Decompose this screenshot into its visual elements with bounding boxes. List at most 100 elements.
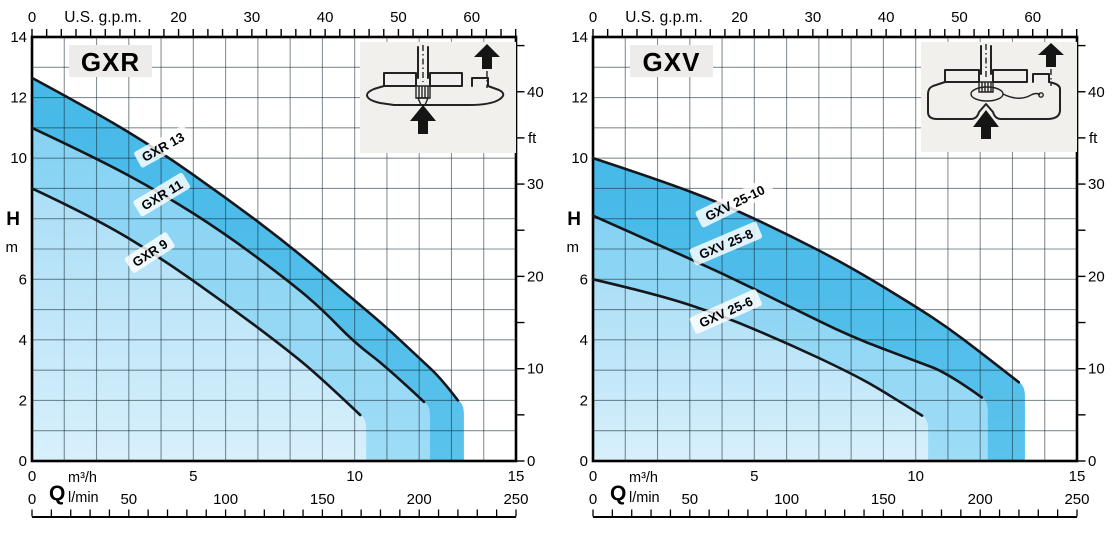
head-tick-label: 6 [580,271,588,288]
curve-gxv-25-8 [591,214,984,399]
head-tick-label: 12 [10,90,27,107]
head-tick-label: 0 [19,453,27,470]
head-axis-symbol: H [6,209,20,230]
flow-axis-symbol: Q [49,482,65,505]
head-tick-label: 12 [571,90,588,107]
head-axis-unit: m [567,239,580,256]
flow-lmin-tick-label: 150 [310,491,335,508]
pump-outlet-step [1032,73,1050,83]
gpm-tick-label: 30 [244,9,261,26]
flow-lmin-tick-label: 100 [213,491,238,508]
flow-lmin-tick-label: 0 [28,491,36,508]
flow-m3h-tick-label: 15 [508,468,525,485]
flow-lmin-tick-label: 100 [774,491,799,508]
flow-m3h-unit: m³/h [629,470,658,486]
pump-intake-cone [416,97,430,106]
discharge-flow-arrow-icon [1038,43,1064,67]
gpm-tick-label: 40 [317,9,334,26]
flow-m3h-unit: m³/h [68,470,97,486]
series-title: GXV [643,47,701,77]
flow-lmin-tick-label: 0 [589,491,597,508]
head-tick-label: 4 [19,332,27,349]
curve-gxv-25-6 [591,278,924,417]
suction-flow-arrow-icon [973,110,999,139]
inset-background [360,42,516,153]
head-tick-label: 4 [580,332,588,349]
flow-m3h-tick-label: 5 [750,468,758,485]
gpm-tick-label: 50 [951,9,968,26]
flow-m3h-tick-label: 0 [28,468,36,485]
curve-label-chip [689,289,762,334]
pump-impeller [978,81,994,93]
ft-tick-label: 0 [1088,453,1096,470]
curve-label-chip [695,177,775,228]
float-cable [1002,92,1041,99]
gpm-tick-label: 60 [463,9,480,26]
gpm-axis-title: U.S. g.p.m. [64,9,142,26]
curve-label-chip [134,125,192,168]
gpm-tick-label: 20 [170,9,187,26]
pump-horizontal-installation-icon [360,42,516,153]
plot-border [30,35,518,463]
pump-suction-pipe [980,45,992,75]
ft-tick-label: 20 [1088,268,1105,285]
flow-lmin-unit: l/min [629,490,660,506]
flow-m3h-tick-label: 10 [346,468,363,485]
head-tick-label: 10 [10,150,27,167]
gpm-axis-title: U.S. g.p.m. [625,9,703,26]
head-tick-label: 14 [571,29,588,46]
flow-lmin-tick-label: 200 [968,491,993,508]
flow-lmin-tick-label: 250 [503,491,528,508]
pump-casing-outline [366,85,505,106]
flow-m3h-tick-label: 15 [1069,468,1086,485]
gpm-tick-label: 30 [805,9,822,26]
ft-axis-unit: ft [1089,130,1098,147]
performance-band-light [32,188,367,461]
head-axis-unit: m [6,239,19,256]
ft-tick-label: 10 [1088,361,1105,378]
plot-border [591,35,1079,463]
pump-vortex-installation-icon [921,42,1077,152]
pump-outlet-step [471,77,489,87]
gpm-tick-label: 50 [390,9,407,26]
ft-tick-label: 0 [527,453,535,470]
flow-m3h-tick-label: 10 [907,468,924,485]
ft-tick-label: 30 [527,176,544,193]
series-title-box [630,45,713,77]
flow-m3h-tick-label: 5 [189,468,197,485]
flow-lmin-unit: l/min [68,490,99,506]
series-title: GXR [81,47,140,77]
discharge-flow-arrow-icon [474,44,500,69]
gpm-tick-label: 40 [878,9,895,26]
gpm-tick-label: 0 [28,9,36,26]
gpm-tick-label: 60 [1024,9,1041,26]
flow-lmin-tick-label: 200 [407,491,432,508]
flow-lmin-tick-label: 150 [871,491,896,508]
ft-tick-label: 40 [1088,84,1105,101]
flow-lmin-tick-label: 50 [681,491,698,508]
pump-casing-outline [927,81,1061,120]
ft-tick-label: 30 [1088,176,1105,193]
ft-axis-unit: ft [528,130,537,147]
head-tick-label: 10 [571,150,588,167]
flow-m3h-tick-label: 0 [589,468,597,485]
ft-tick-label: 20 [527,268,544,285]
head-axis-symbol: H [567,209,581,230]
curve-label-chip [133,172,191,217]
pump-impeller [415,85,431,99]
head-tick-label: 14 [10,29,27,46]
curve-label-chip [124,232,175,273]
flow-axis-symbol: Q [610,482,626,505]
gxr-performance-chart: 0 20 30 40 50 60U.S. g.p.m.1412106420Hm403020… [6,9,544,518]
ft-tick-label: 10 [527,361,544,378]
head-tick-label: 6 [19,271,27,288]
curve-label-chip [689,221,763,266]
ft-tick-label: 40 [527,84,544,101]
suction-flow-arrow-icon [410,105,436,134]
flow-lmin-tick-label: 250 [1064,491,1089,508]
curve-gxr-11 [30,126,426,404]
gpm-tick-label: 0 [589,9,597,26]
curve-gxr-9 [30,187,362,417]
gxv-performance-chart: 0 20 30 40 50 60U.S. g.p.m.1412106420Hm403020… [567,9,1105,518]
